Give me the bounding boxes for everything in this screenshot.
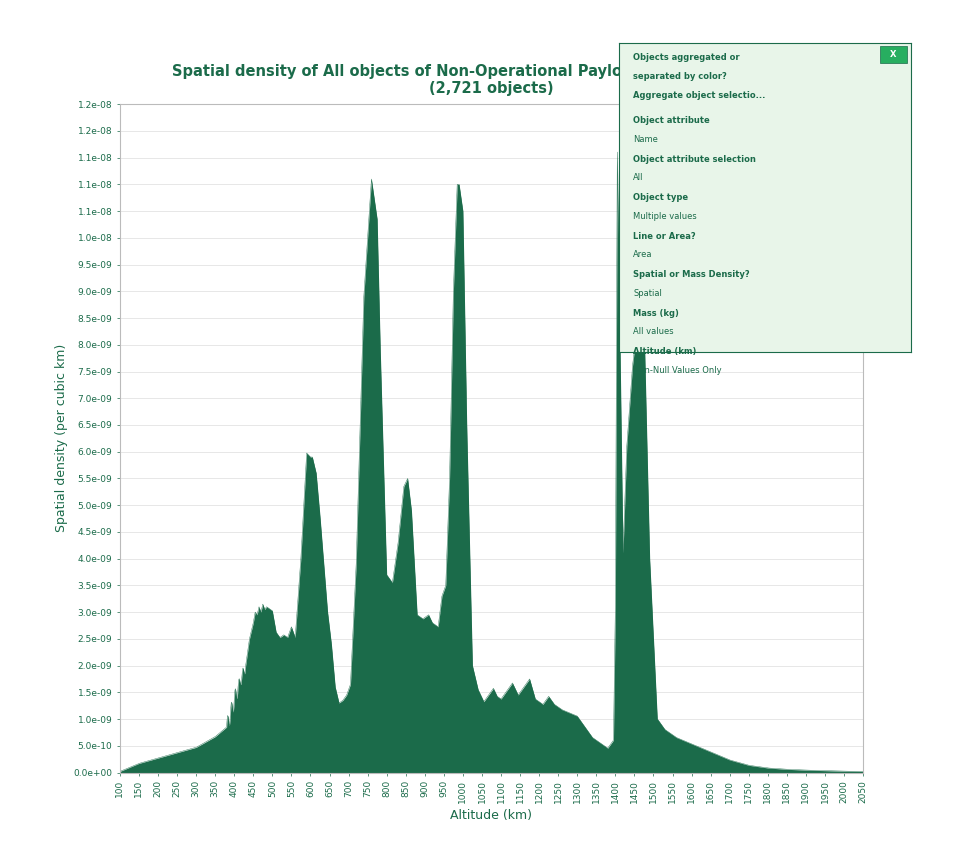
Text: Object type: Object type — [633, 194, 689, 202]
Text: Objects aggregated or: Objects aggregated or — [633, 53, 739, 62]
Text: Object attribute selection: Object attribute selection — [633, 155, 756, 164]
Text: X: X — [890, 50, 897, 59]
Text: Mass (kg): Mass (kg) — [633, 309, 679, 318]
Y-axis label: Spatial density (per cubic km): Spatial density (per cubic km) — [55, 345, 68, 532]
Text: Name: Name — [633, 135, 658, 143]
Bar — [880, 45, 906, 63]
X-axis label: Altitude (km): Altitude (km) — [451, 809, 532, 822]
Title: Spatial density of All objects of Non-Operational Payload & Rocket Body type
(2,: Spatial density of All objects of Non-Op… — [173, 63, 810, 96]
Text: Spatial or Mass Density?: Spatial or Mass Density? — [633, 270, 750, 279]
Text: All values: All values — [633, 327, 674, 336]
Text: Multiple values: Multiple values — [633, 212, 697, 220]
Text: All: All — [633, 173, 643, 182]
Text: Object attribute: Object attribute — [633, 116, 710, 125]
Text: separated by color?: separated by color? — [633, 72, 727, 81]
Text: Area: Area — [633, 250, 653, 260]
Text: Altitude (km): Altitude (km) — [633, 347, 696, 356]
Text: Spatial: Spatial — [633, 289, 662, 298]
Text: Aggregate object selectio...: Aggregate object selectio... — [633, 91, 765, 100]
Text: Non-Null Values Only: Non-Null Values Only — [633, 365, 722, 375]
Text: Line or Area?: Line or Area? — [633, 232, 696, 240]
